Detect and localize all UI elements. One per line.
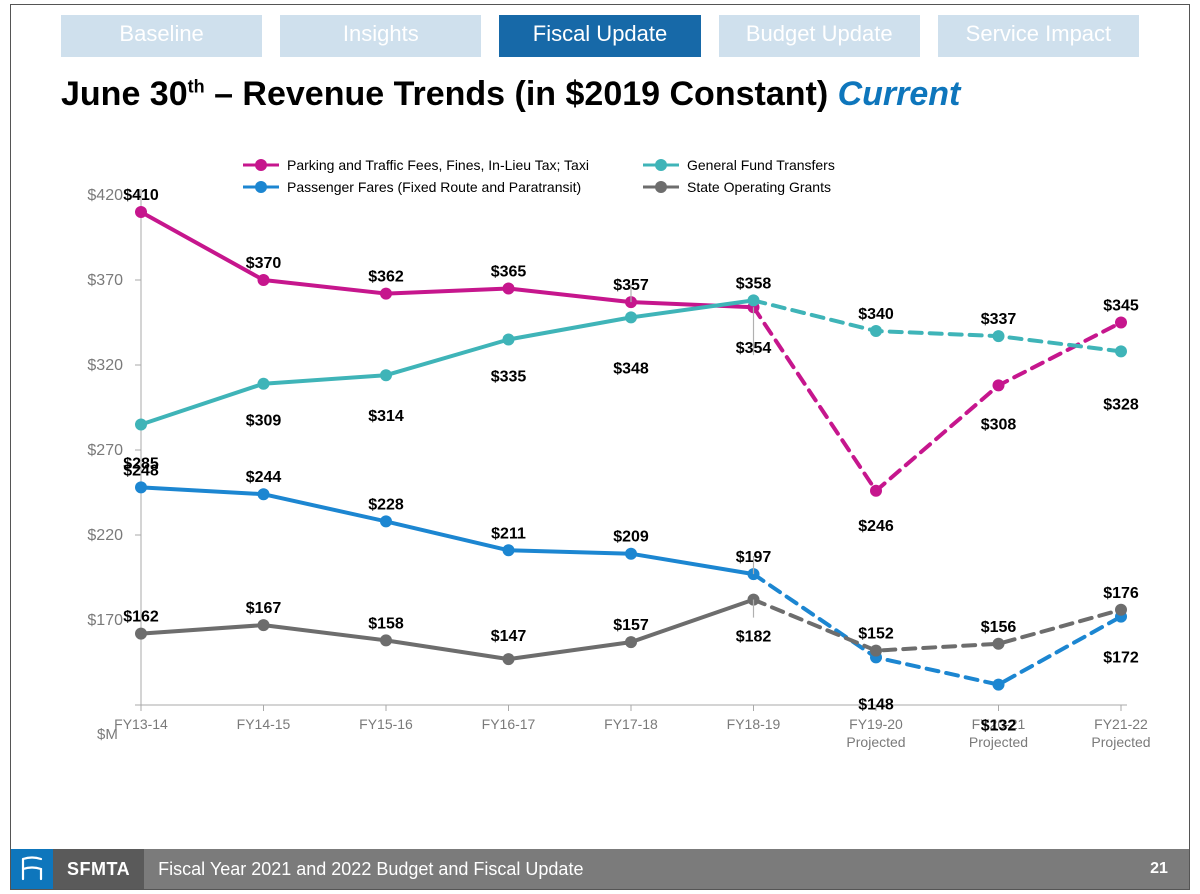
svg-text:$370: $370 [87,272,123,289]
svg-text:$248: $248 [123,462,159,479]
footer-page-number: 21 [1129,849,1189,889]
svg-text:$365: $365 [491,264,527,281]
tab-fiscal-update[interactable]: Fiscal Update [499,15,700,57]
svg-text:$220: $220 [87,527,123,544]
svg-text:General Fund Transfers: General Fund Transfers [687,157,835,173]
svg-text:$167: $167 [246,600,282,617]
svg-text:FY19-20: FY19-20 [849,716,903,732]
svg-text:Projected: Projected [969,734,1028,750]
svg-text:$152: $152 [858,626,894,643]
svg-text:$328: $328 [1103,396,1139,413]
svg-text:$211: $211 [491,525,526,542]
tab-label: Insights [343,21,419,46]
svg-text:FY16-17: FY16-17 [482,716,536,732]
svg-text:$420: $420 [87,187,123,204]
svg-text:$197: $197 [736,549,772,566]
tab-label: Service Impact [966,21,1112,46]
svg-text:FY17-18: FY17-18 [604,716,658,732]
tab-service-impact[interactable]: Service Impact [938,15,1139,57]
svg-text:$354: $354 [736,340,772,357]
tab-insights[interactable]: Insights [280,15,481,57]
svg-text:$246: $246 [858,518,894,535]
svg-text:$172: $172 [1103,650,1139,667]
footer-brand: SFMTA [53,859,144,880]
title-part-a: June 30 [61,75,188,113]
svg-text:$340: $340 [858,306,894,323]
svg-text:$156: $156 [981,619,1017,636]
tab-label: Fiscal Update [533,21,668,46]
svg-text:$176: $176 [1103,585,1139,602]
svg-text:$410: $410 [123,187,159,204]
svg-text:$147: $147 [491,628,527,645]
svg-text:$320: $320 [87,357,123,374]
svg-text:FY13-14: FY13-14 [114,716,168,732]
svg-text:$158: $158 [368,615,404,632]
svg-text:Passenger Fares (Fixed Route a: Passenger Fares (Fixed Route and Paratra… [287,179,581,195]
svg-text:$228: $228 [368,496,404,513]
svg-text:$132: $132 [981,718,1017,735]
svg-text:Projected: Projected [1091,734,1150,750]
title-part-b: – Revenue Trends (in $2019 Constant) [205,75,838,113]
svg-text:$244: $244 [246,469,282,486]
tab-baseline[interactable]: Baseline [61,15,262,57]
svg-text:Projected: Projected [846,734,905,750]
svg-text:$270: $270 [87,442,123,459]
tab-budget-update[interactable]: Budget Update [719,15,920,57]
brand-logo-icon [11,849,53,889]
page-title: June 30th – Revenue Trends (in $2019 Con… [11,57,1189,120]
svg-text:$148: $148 [858,696,894,713]
svg-text:$337: $337 [981,311,1017,328]
svg-text:FY21-22: FY21-22 [1094,716,1148,732]
svg-text:$182: $182 [736,629,772,646]
svg-text:FY18-19: FY18-19 [727,716,781,732]
tab-label: Budget Update [746,21,893,46]
svg-text:Parking and Traffic Fees, Fine: Parking and Traffic Fees, Fines, In-Lieu… [287,157,589,173]
tab-label: Baseline [119,21,203,46]
revenue-chart: $170$220$270$320$370$420$MFY13-14FY14-15… [61,165,1141,805]
svg-text:$209: $209 [613,529,649,546]
slide: Baseline Insights Fiscal Update Budget U… [10,4,1190,890]
svg-text:$309: $309 [246,413,282,430]
title-sup: th [188,77,205,97]
svg-text:$357: $357 [613,277,649,294]
chart-svg: $170$220$270$320$370$420$MFY13-14FY14-15… [61,165,1141,805]
svg-text:$362: $362 [368,269,404,286]
svg-text:$358: $358 [736,275,772,292]
svg-text:$348: $348 [613,360,649,377]
footer: SFMTA Fiscal Year 2021 and 2022 Budget a… [11,849,1189,889]
tabs: Baseline Insights Fiscal Update Budget U… [11,5,1189,57]
svg-text:$335: $335 [491,369,527,386]
svg-text:$314: $314 [368,408,404,425]
footer-title: Fiscal Year 2021 and 2022 Budget and Fis… [144,849,1129,889]
svg-text:$162: $162 [123,609,159,626]
svg-text:$170: $170 [87,612,123,629]
svg-text:State Operating Grants: State Operating Grants [687,179,831,195]
svg-text:FY14-15: FY14-15 [237,716,291,732]
svg-text:$345: $345 [1103,298,1139,315]
svg-text:FY15-16: FY15-16 [359,716,413,732]
svg-text:$308: $308 [981,416,1017,433]
svg-text:$370: $370 [246,255,282,272]
title-suffix: Current [838,75,961,113]
svg-text:$157: $157 [613,617,649,634]
